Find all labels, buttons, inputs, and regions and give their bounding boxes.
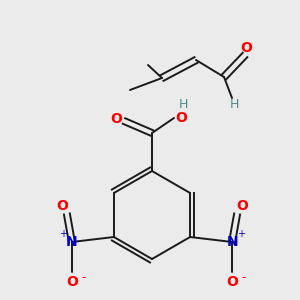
Text: O: O <box>56 199 68 213</box>
Text: +: + <box>237 229 245 239</box>
Text: H: H <box>178 98 188 110</box>
Text: N: N <box>226 235 238 249</box>
Text: +: + <box>59 229 67 239</box>
Text: -: - <box>82 272 86 284</box>
Text: O: O <box>226 275 238 289</box>
Text: N: N <box>66 235 78 249</box>
Text: -: - <box>242 272 246 284</box>
Text: O: O <box>236 199 248 213</box>
Text: O: O <box>110 112 122 126</box>
Text: O: O <box>240 41 252 55</box>
Text: O: O <box>175 111 187 125</box>
Text: H: H <box>229 98 239 112</box>
Text: O: O <box>66 275 78 289</box>
